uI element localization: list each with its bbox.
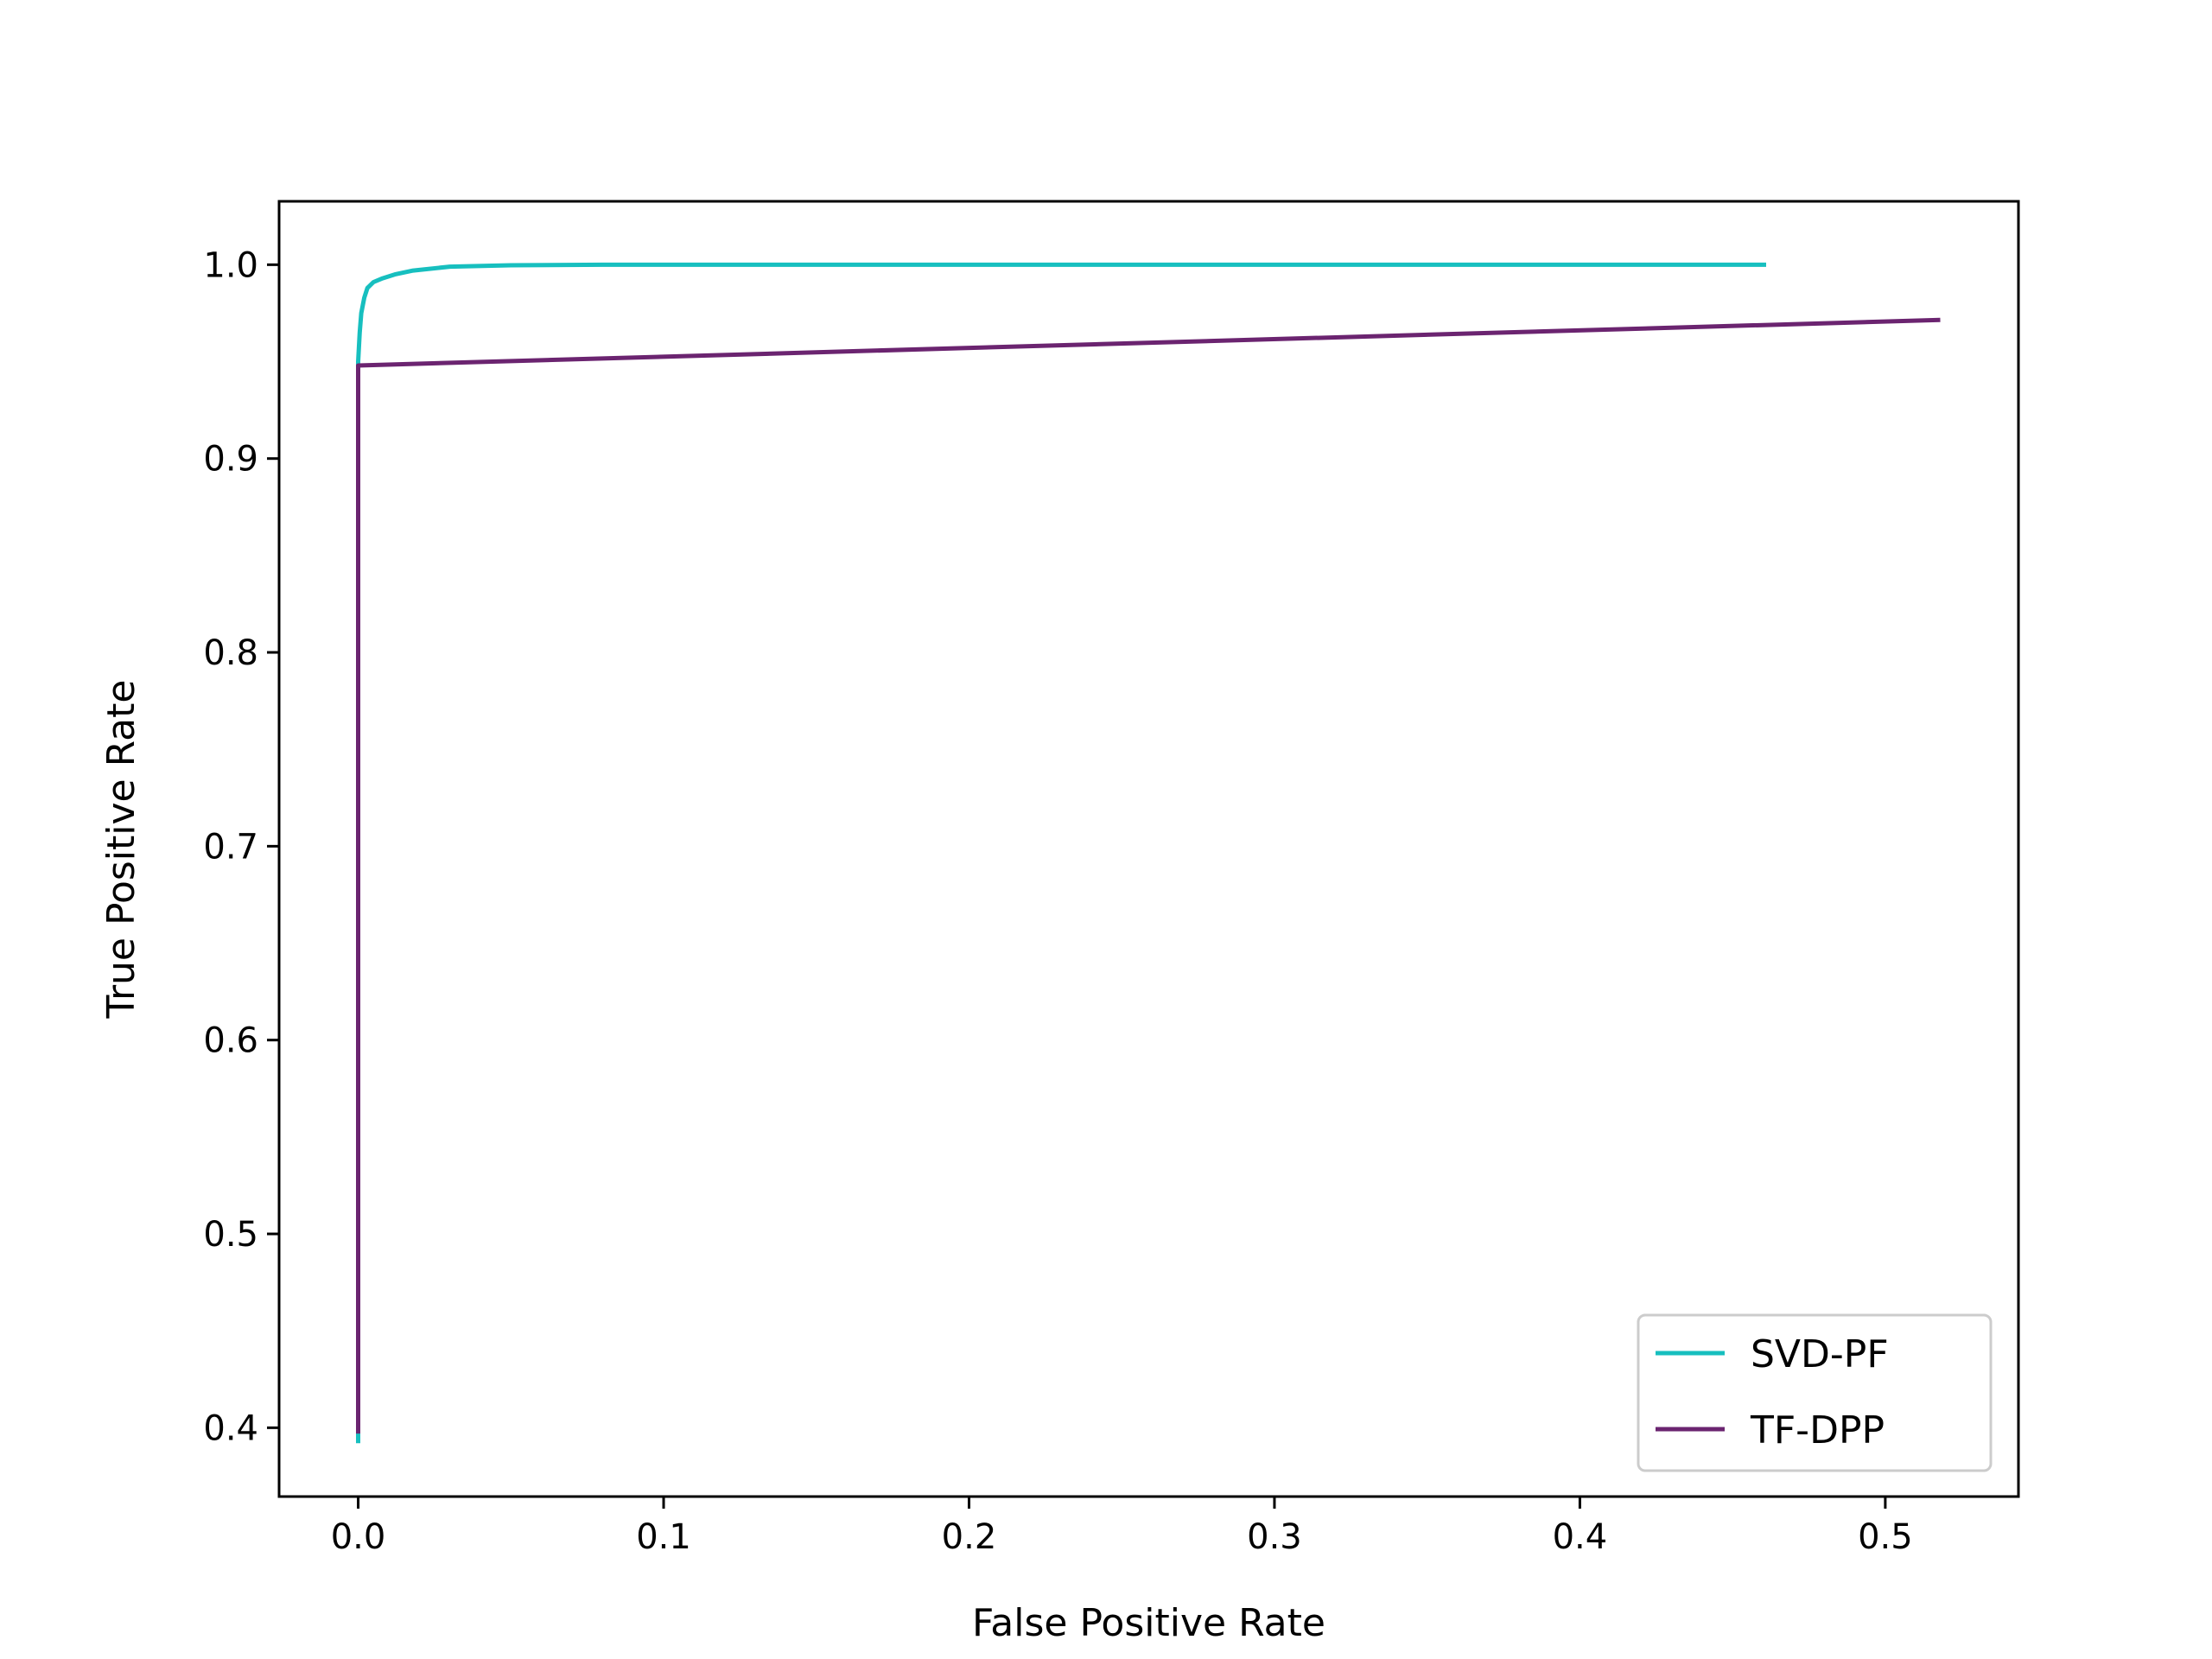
- x-axis-label: False Positive Rate: [972, 1601, 1325, 1645]
- legend-box: [1637, 1313, 1993, 1472]
- legend: SVD-PF TF-DPP: [1637, 1313, 1993, 1472]
- x-tick-label: 0.2: [942, 1517, 997, 1557]
- y-axis-label: True Positive Rate: [99, 680, 143, 1020]
- series-line-tf-dpp: [356, 317, 1941, 1434]
- y-tick-label: 0.7: [203, 827, 258, 867]
- x-tick-label: 0.3: [1247, 1517, 1302, 1557]
- y-tick-label: 0.9: [203, 440, 258, 480]
- legend-entry-label: TF-DPP: [1750, 1408, 1885, 1452]
- y-tick-label: 0.8: [203, 633, 258, 673]
- plot-lines: [356, 262, 1941, 1444]
- x-tick-label: 0.0: [331, 1517, 386, 1557]
- x-tick-label: 0.4: [1553, 1517, 1608, 1557]
- plot-frame: [277, 200, 2020, 1498]
- legend-entry-label: SVD-PF: [1751, 1332, 1889, 1376]
- y-axis: 0.4 0.5 0.6 0.7 0.8 0.9 1.0: [203, 245, 279, 1448]
- x-axis: 0.0 0.1 0.2 0.3 0.4 0.5: [331, 1497, 1913, 1557]
- x-tick-label: 0.1: [636, 1517, 691, 1557]
- y-tick-label: 0.4: [203, 1408, 258, 1448]
- y-tick-label: 1.0: [203, 245, 258, 285]
- x-tick-label: 0.5: [1858, 1517, 1913, 1557]
- series-line-svd-pf: [356, 262, 1766, 1444]
- y-tick-label: 0.5: [203, 1215, 258, 1255]
- y-tick-label: 0.6: [203, 1021, 258, 1061]
